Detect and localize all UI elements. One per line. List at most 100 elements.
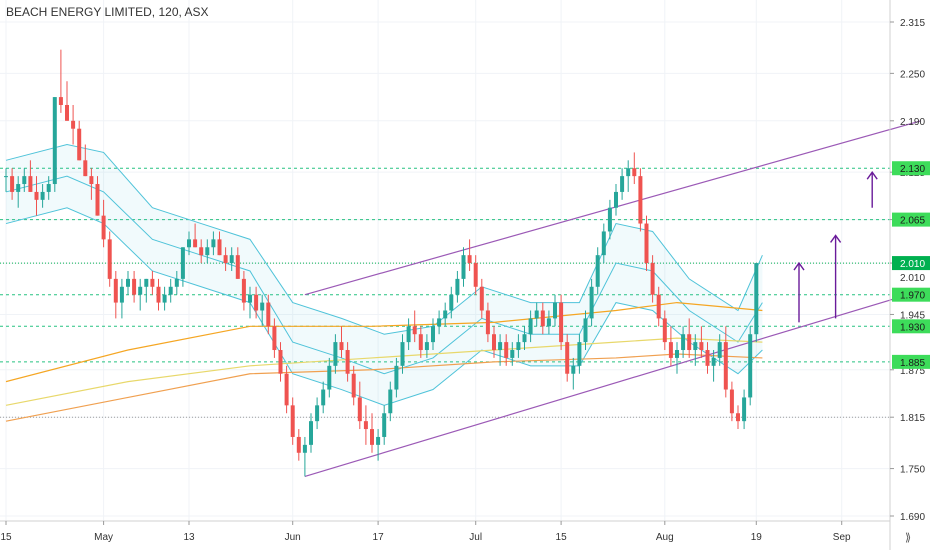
candle-body [22, 176, 27, 185]
chart-title: BEACH ENERGY LIMITED, 120, ASX [6, 5, 209, 19]
candle-body [113, 278, 118, 303]
price-level-badge [892, 354, 930, 369]
price-level-label: 2.065 [900, 216, 925, 227]
price-level-label: 2.010 [900, 273, 925, 284]
candle-body [77, 128, 82, 161]
candle-body [614, 191, 618, 208]
candle-body [71, 120, 76, 129]
candle-body [754, 263, 759, 335]
candle-body [241, 278, 246, 303]
x-tick-label: 15 [556, 532, 568, 543]
candle-body [553, 302, 557, 319]
candle-body [650, 263, 655, 295]
x-tick-label: 19 [751, 532, 763, 543]
x-axis[interactable]: 15 May 13 Jun 17 Jul 15 Aug 19 Sep [0, 521, 851, 543]
candle-body [376, 436, 381, 445]
candle-body [363, 421, 368, 430]
candle-body [174, 278, 179, 287]
candle-body [638, 176, 643, 224]
candle-body [28, 176, 33, 192]
candle-body [583, 318, 588, 343]
candle-body [58, 97, 63, 105]
candle-body [546, 318, 551, 327]
candle-body [632, 168, 637, 177]
candle-body [473, 263, 478, 287]
candle-body [83, 160, 88, 177]
price-level-label: 1.970 [900, 291, 925, 302]
candle-body [534, 310, 539, 319]
candle-body [65, 104, 69, 121]
candle-body [10, 176, 15, 192]
candle-body [150, 278, 155, 287]
x-tick-label: May [94, 532, 113, 543]
x-tick-label: 17 [373, 532, 385, 543]
candle-body [321, 389, 326, 406]
candle-body [510, 350, 515, 358]
candle-body [516, 342, 521, 351]
candle-body [394, 365, 399, 390]
candle-body [211, 239, 216, 248]
band-middle-line [5, 175, 763, 375]
candle-body [217, 239, 222, 256]
candle-body [565, 342, 570, 374]
candle-body [284, 373, 289, 406]
arrow-head [793, 261, 805, 271]
candle-body [351, 373, 356, 398]
plot-area [0, 0, 890, 520]
candle-body [382, 413, 387, 437]
candle-body [223, 255, 228, 264]
candle-body [504, 342, 509, 358]
x-tick-label: 13 [183, 532, 195, 543]
candle-body [461, 255, 466, 279]
x-tick-label: Sep [833, 532, 851, 543]
candle-body [455, 278, 460, 295]
price-level-badge [892, 287, 930, 302]
candle-body [187, 239, 191, 248]
candle-body [180, 247, 185, 279]
candle-body [412, 326, 417, 335]
candle-body [119, 286, 124, 303]
candle-body [138, 286, 143, 295]
x-tick-label: 15 [0, 532, 12, 543]
moving-average-line-3 [5, 353, 763, 422]
arrows [793, 170, 878, 323]
candle-body [431, 326, 435, 343]
candle-body [235, 255, 240, 279]
price-level-badge [892, 161, 930, 176]
candle-body [278, 350, 283, 374]
price-level-badge [892, 319, 930, 334]
price-level-label: 2.130 [900, 164, 925, 175]
candle-body [467, 255, 472, 264]
candle-body [296, 436, 301, 453]
candle-body [345, 350, 350, 374]
candle-body [193, 239, 198, 248]
scroll-right-button[interactable]: ⟫ [905, 531, 911, 544]
candle-body [424, 342, 429, 351]
candle-body [656, 294, 661, 319]
candle-body [46, 184, 51, 192]
candle-body [260, 302, 265, 311]
candle-body [681, 334, 686, 351]
band-fill [6, 144, 763, 406]
chevron-right-icon[interactable]: ⟫ [905, 531, 911, 544]
candle-body [571, 365, 576, 374]
candle-body [229, 255, 234, 264]
candle-body [705, 350, 710, 366]
candle-body [406, 326, 411, 343]
candle-body [254, 294, 259, 311]
candle-body [248, 294, 252, 303]
y-tick-label: 1.750 [900, 465, 925, 476]
y-tick-label: 2.190 [900, 117, 925, 128]
candle-body [540, 310, 545, 327]
y-axis[interactable]: 2.3152.2502.1902.1252.0652.0101.9451.875… [890, 18, 925, 523]
candle-body [52, 97, 57, 185]
candle-body [339, 342, 344, 351]
candle-body [687, 334, 692, 351]
candle-body [528, 318, 533, 335]
candle-body [327, 365, 332, 390]
candle-body [620, 176, 625, 192]
candle-body [479, 286, 484, 311]
candle-body [357, 397, 362, 422]
candle-body [89, 176, 94, 185]
